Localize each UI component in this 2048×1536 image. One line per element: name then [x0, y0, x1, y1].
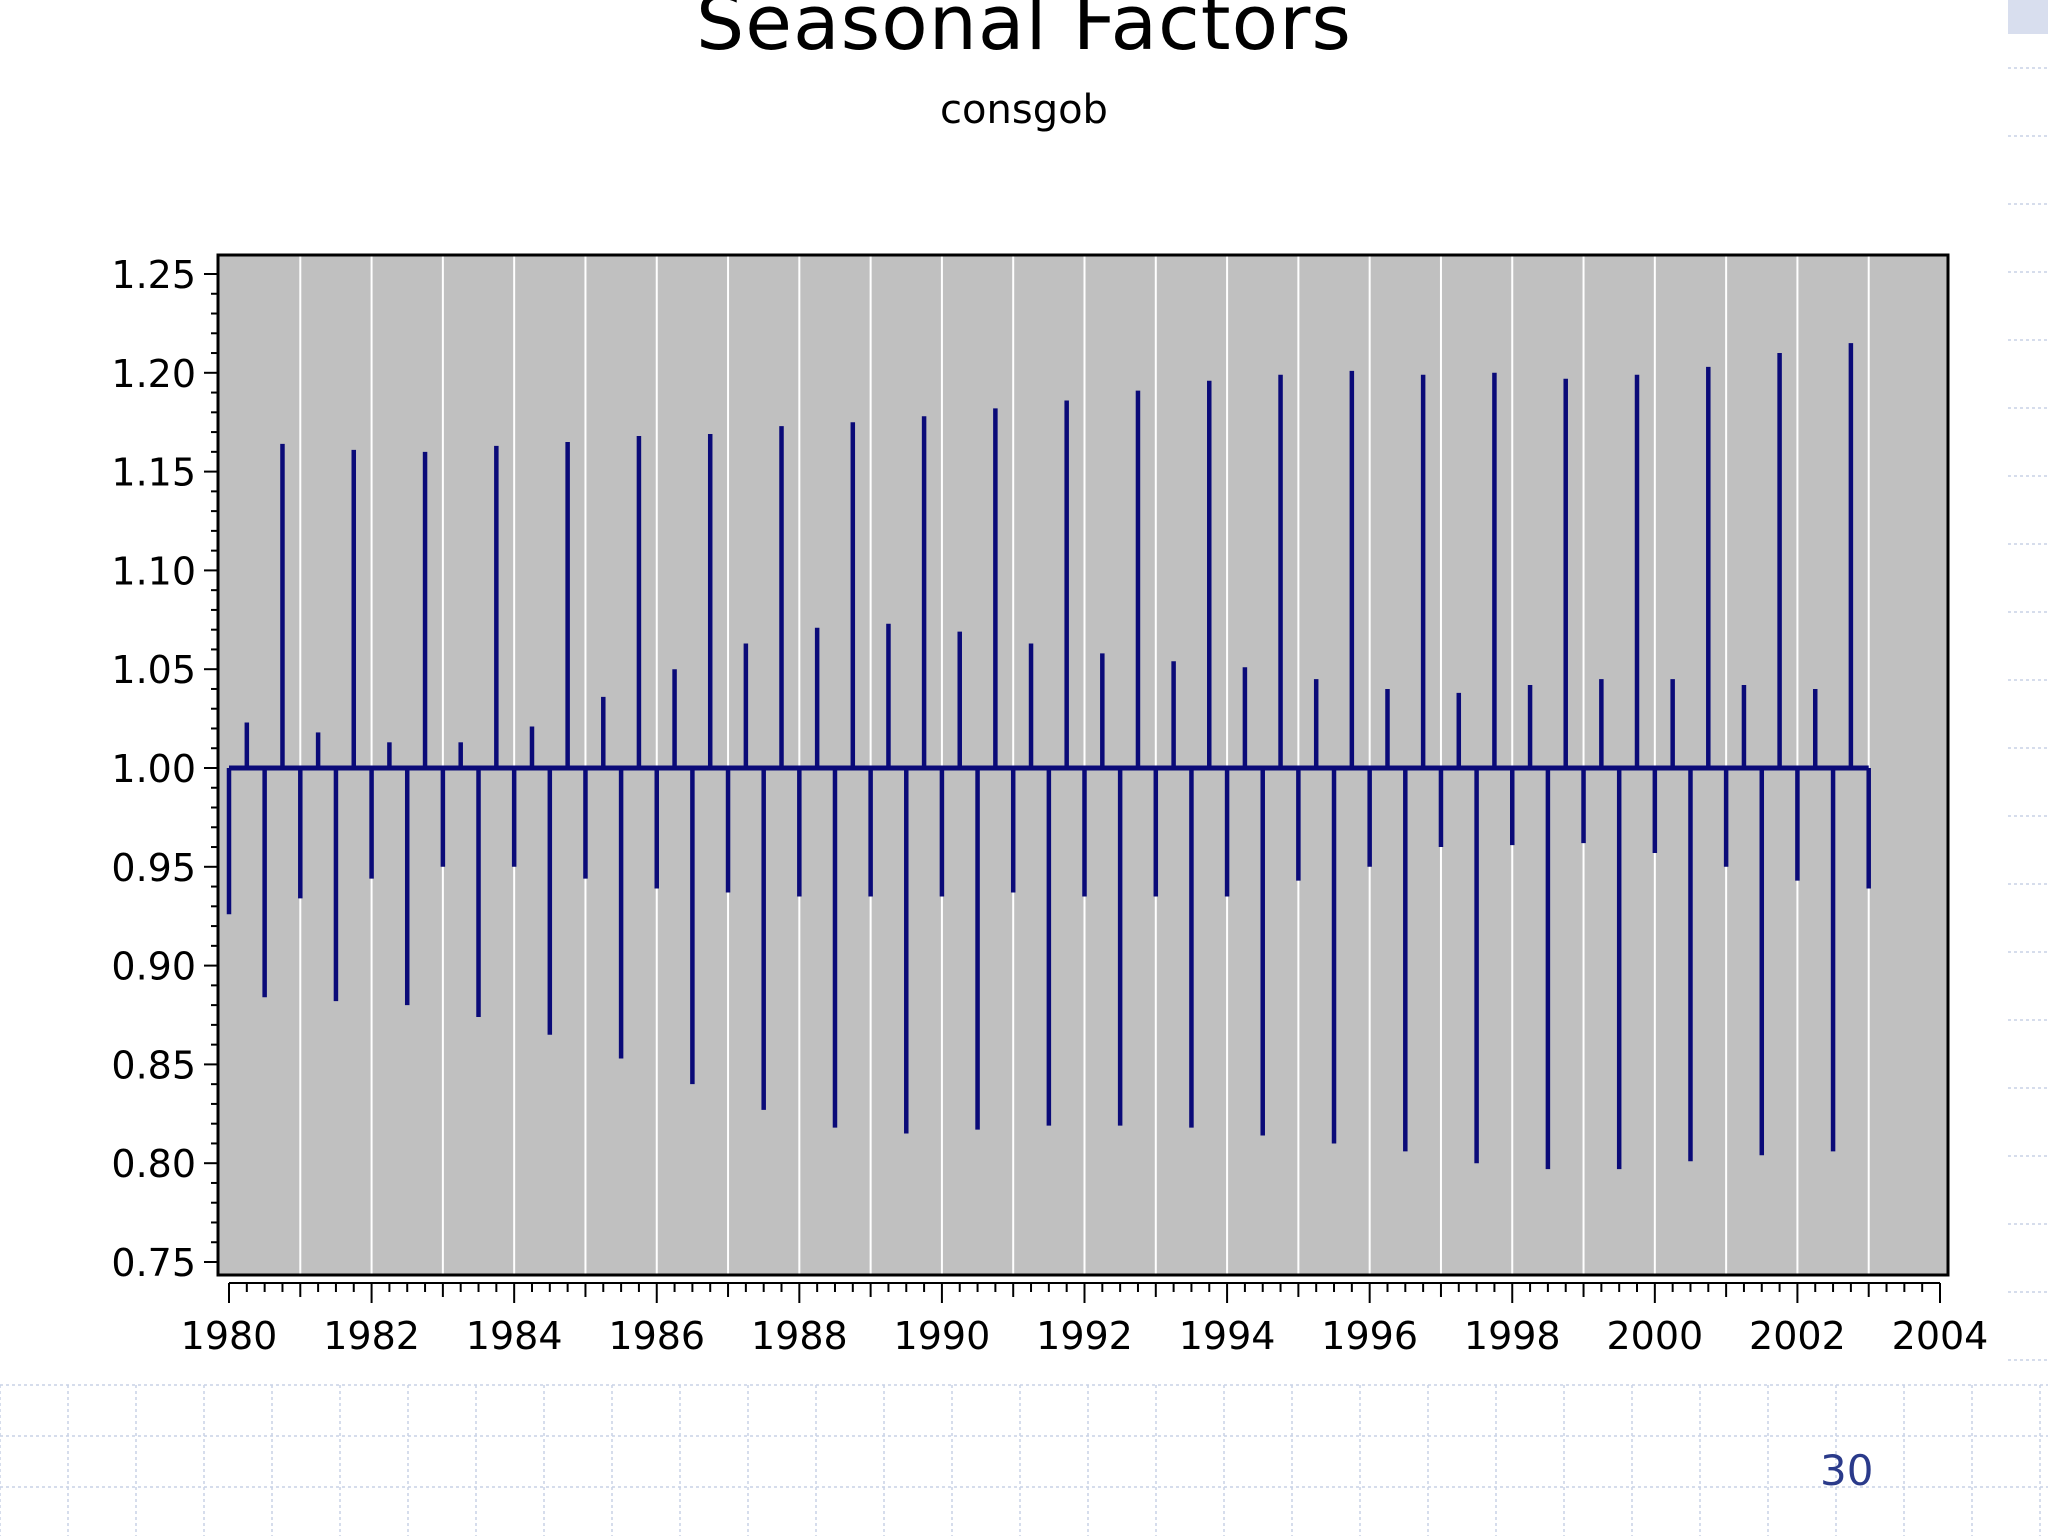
chart-subtitle: consgob	[940, 87, 1108, 133]
chart-title: Seasonal Factors	[696, 0, 1352, 67]
plot-frame	[216, 253, 1950, 1277]
x-tick-label: 2004	[1892, 1314, 1989, 1358]
y-tick-label: 1.05	[111, 648, 196, 692]
slide-corner-block	[2008, 0, 2048, 34]
y-tick-label: 1.15	[111, 451, 196, 495]
x-tick-label: 1984	[466, 1314, 563, 1358]
x-tick-label: 2000	[1606, 1314, 1703, 1358]
y-tick-label: 1.10	[111, 549, 196, 593]
x-tick-label: 1998	[1464, 1314, 1561, 1358]
x-tick-label: 1982	[323, 1314, 420, 1358]
y-tick-label: 0.95	[111, 846, 196, 890]
x-tick-label: 1996	[1321, 1314, 1418, 1358]
x-tick-label: 2002	[1749, 1314, 1846, 1358]
plot-area	[218, 255, 1948, 1275]
seasonal-factors-chart: 0.75 0.80 0.85 0.90 0.95 1.00 1.05 1.10 1.15 1.20…	[111, 253, 1989, 1358]
page-number: 30	[1820, 1446, 1874, 1495]
x-tick-label: 1988	[751, 1314, 848, 1358]
y-tick-label: 1.20	[111, 352, 196, 396]
y-tick-label: 0.90	[111, 945, 196, 989]
x-tick-label: 1980	[181, 1314, 278, 1358]
x-tick-label: 1986	[608, 1314, 705, 1358]
x-tick-label: 1990	[894, 1314, 991, 1358]
y-tick-label: 0.80	[111, 1142, 196, 1186]
y-tick-label: 1.25	[111, 253, 196, 297]
y-tick-label: 0.85	[111, 1043, 196, 1087]
y-tick-label: 0.75	[111, 1241, 196, 1285]
y-tick-label: 1.00	[111, 747, 196, 791]
x-tick-label: 1992	[1036, 1314, 1133, 1358]
x-tick-label: 1994	[1179, 1314, 1276, 1358]
